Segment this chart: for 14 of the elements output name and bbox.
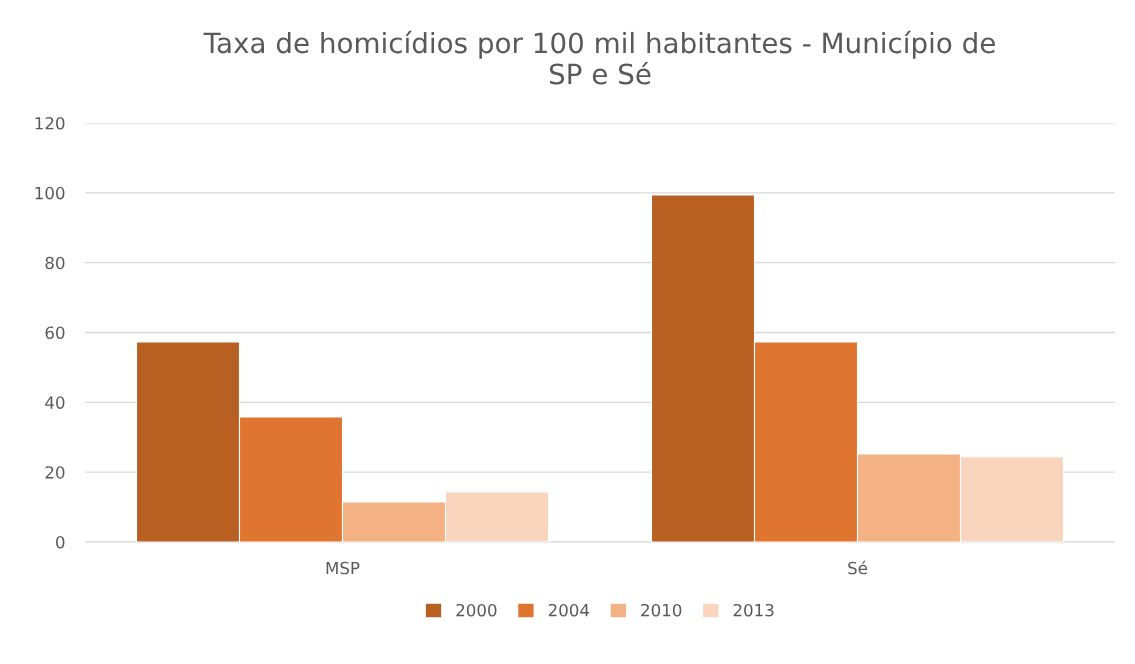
legend-label: 2004	[548, 603, 590, 617]
y-tick-label: 100	[35, 186, 65, 200]
x-tick-label: Sé	[848, 560, 868, 575]
chart-title: Taxa de homicídios por 100 mil habitantes - Município de SP e Sé	[203, 30, 995, 85]
x-tick-label: MSP	[326, 561, 360, 575]
y-tick-label: 20	[45, 466, 65, 479]
y-tick-label: 60	[45, 326, 65, 340]
legend-label: 2013	[733, 603, 774, 617]
legend-label: 2000	[456, 603, 497, 617]
y-tick-label: 0	[56, 535, 65, 549]
legend-label: 2010	[641, 603, 682, 617]
y-tick-label: 40	[45, 396, 65, 409]
y-tick-label: 80	[45, 256, 65, 270]
y-tick-label: 120	[35, 116, 65, 130]
